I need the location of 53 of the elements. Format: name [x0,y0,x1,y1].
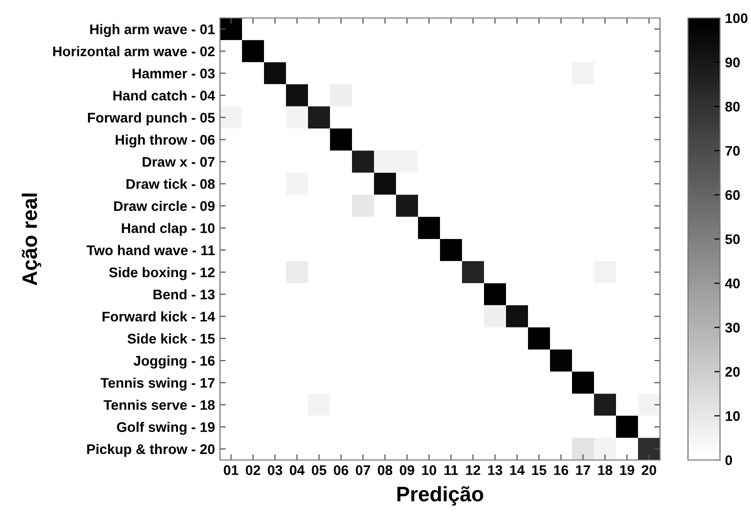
y-axis-title: Ação real [22,194,42,286]
color-bar-label: 10 [726,411,740,421]
x-tick-label: 09 [400,465,414,476]
color-bar-label: 50 [725,234,740,244]
color-bar-label: 20 [725,366,740,377]
y-tick-label: High arm wave - 01 [90,24,215,38]
y-tick-label: Side kick - 15 [128,333,215,344]
y-tick-label: Jogging - 16 [134,356,215,369]
x-tick-label: 18 [598,465,612,476]
color-bar-label: 30 [725,322,740,333]
y-tick-label: Bend - 13 [154,289,215,300]
x-tick-label: 20 [642,465,656,476]
x-tick-label: 08 [378,465,392,476]
x-tick-label: 04 [290,465,305,476]
x-tick-label: 19 [620,465,634,476]
x-tick-label: 13 [488,465,502,476]
x-tick-label: 07 [356,465,370,476]
color-bar-label: 90 [725,58,740,68]
y-tick-label: Tennis serve - 18 [104,400,215,410]
y-tick-label: Side boxing - 12 [109,267,215,280]
color-bar-label: 0 [725,455,732,466]
color-bar-label: 40 [725,278,740,288]
x-tick-label: 12 [466,465,480,475]
x-tick-label: 16 [554,465,568,476]
y-tick-label: Forward punch - 05 [88,112,215,126]
x-tick-label: 02 [246,465,260,476]
x-tick-label: 05 [312,465,326,476]
x-tick-label: 14 [510,465,525,475]
y-tick-label: Draw x - 07 [142,156,215,167]
y-tick-label: Horizontal arm wave - 02 [53,46,215,56]
color-bar-label: 60 [725,190,740,200]
x-tick-label: 15 [532,465,546,476]
y-tick-label: Pickup & throw - 20 [87,444,215,457]
y-tick-label: High throw - 06 [116,134,215,148]
y-tick-label: Golf swing - 19 [116,422,215,435]
y-tick-label: Forward kick - 14 [102,311,216,322]
y-tick-label: Draw tick - 08 [126,178,215,189]
x-tick-label: 03 [268,465,282,476]
color-bar-label: 70 [725,146,740,156]
x-tick-label: 10 [422,465,436,476]
color-bar-label: 100 [726,13,748,24]
x-tick-label: 06 [334,465,348,476]
y-tick-label: Draw circle - 09 [114,200,215,212]
x-axis-title: Predição [397,486,484,506]
y-tick-label: Hammer - 03 [132,68,215,78]
y-tick-label: Hand catch - 04 [113,90,216,101]
color-bar-label: 80 [725,102,740,112]
y-tick-label: Hand clap - 10 [122,222,215,236]
x-tick-label: 01 [224,465,238,476]
x-tick-label: 11 [444,465,458,475]
y-tick-label: Two hand wave - 11 [86,245,215,256]
y-tick-label: Tennis swing - 17 [100,378,215,391]
x-tick-label: 17 [576,465,590,475]
